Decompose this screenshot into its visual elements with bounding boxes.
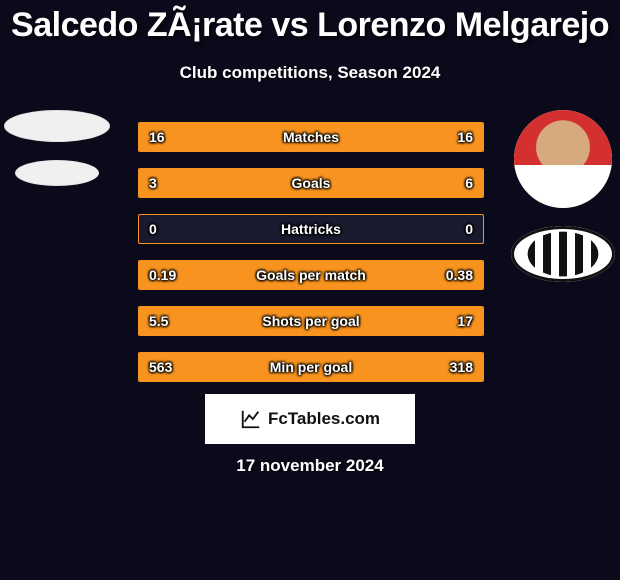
player-left-photo-placeholder bbox=[4, 110, 110, 142]
stat-value-left: 0 bbox=[149, 221, 157, 237]
stat-value-right: 0.38 bbox=[446, 267, 473, 283]
stat-value-right: 318 bbox=[450, 359, 473, 375]
source-label: FcTables.com bbox=[268, 409, 380, 429]
stat-bar: 0.19 0.38 Goals per match bbox=[138, 260, 484, 290]
stat-bar: 5.5 17 Shots per goal bbox=[138, 306, 484, 336]
stat-fill-right bbox=[254, 169, 483, 197]
stat-value-right: 16 bbox=[457, 129, 473, 145]
chart-icon bbox=[240, 408, 262, 430]
stat-value-right: 0 bbox=[465, 221, 473, 237]
stat-label: Goals per match bbox=[256, 267, 366, 283]
stat-bar: 16 16 Matches bbox=[138, 122, 484, 152]
player-right-club-badge bbox=[511, 226, 615, 282]
stat-value-left: 16 bbox=[149, 129, 165, 145]
stat-bar: 563 318 Min per goal bbox=[138, 352, 484, 382]
stat-bar: 0 0 Hattricks bbox=[138, 214, 484, 244]
stat-value-right: 6 bbox=[465, 175, 473, 191]
stat-bar: 3 6 Goals bbox=[138, 168, 484, 198]
source-badge: FcTables.com bbox=[205, 394, 415, 444]
stat-label: Min per goal bbox=[270, 359, 352, 375]
stat-value-left: 563 bbox=[149, 359, 172, 375]
stat-value-left: 0.19 bbox=[149, 267, 176, 283]
page-title: Salcedo ZÃ¡rate vs Lorenzo Melgarejo bbox=[0, 6, 620, 45]
stat-value-right: 17 bbox=[457, 313, 473, 329]
stat-value-left: 5.5 bbox=[149, 313, 168, 329]
stat-label: Hattricks bbox=[281, 221, 341, 237]
player-left-club-placeholder bbox=[15, 160, 99, 186]
player-right-photo bbox=[514, 110, 612, 208]
player-right-col bbox=[508, 110, 618, 282]
stat-value-left: 3 bbox=[149, 175, 157, 191]
player-left-col bbox=[2, 110, 112, 204]
stat-label: Shots per goal bbox=[262, 313, 359, 329]
stat-label: Goals bbox=[292, 175, 331, 191]
stat-label: Matches bbox=[283, 129, 339, 145]
player-face-illustration bbox=[514, 110, 612, 208]
stat-bars: 16 16 Matches 3 6 Goals 0 0 Hattricks 0.19 0.38 Goa… bbox=[138, 122, 484, 398]
subtitle: Club competitions, Season 2024 bbox=[0, 63, 620, 83]
date-label: 17 november 2024 bbox=[0, 456, 620, 476]
comparison-card: Salcedo ZÃ¡rate vs Lorenzo Melgarejo Clu… bbox=[0, 0, 620, 580]
